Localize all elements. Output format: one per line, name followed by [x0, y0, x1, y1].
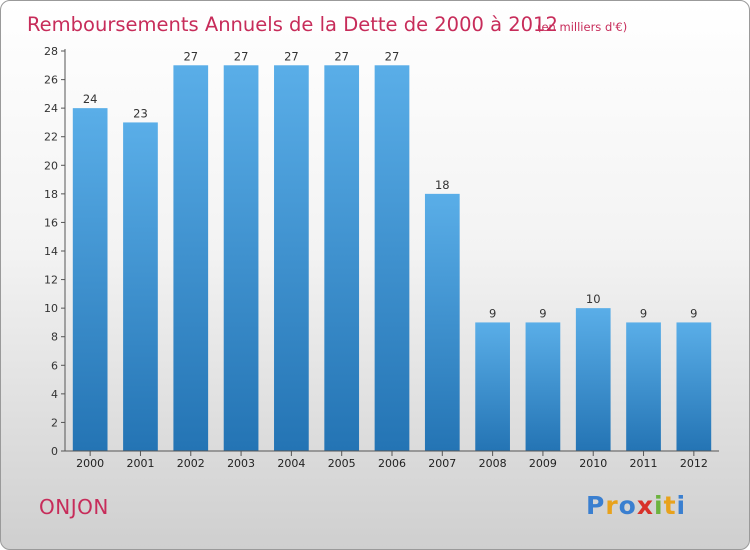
- data-label: 27: [334, 49, 349, 63]
- x-tick-label: 2004: [277, 457, 305, 470]
- bar: [676, 322, 712, 451]
- brand-letter: P: [586, 491, 606, 520]
- brand-letter: t: [663, 491, 677, 520]
- bar: [274, 65, 309, 452]
- y-tick-label: 10: [44, 302, 58, 315]
- x-tick-label: 2012: [680, 457, 708, 470]
- brand-letter: o: [618, 491, 637, 520]
- brand-letter: r: [605, 491, 619, 520]
- brand-letter: x: [636, 491, 654, 520]
- y-tick-label: 6: [51, 359, 58, 372]
- y-tick-label: 22: [44, 131, 58, 144]
- data-label: 9: [489, 306, 496, 320]
- x-tick-label: 2007: [428, 457, 456, 470]
- chart-title: Remboursements Annuels de la Dette de 20…: [27, 13, 558, 36]
- data-label: 27: [234, 49, 249, 63]
- y-tick-label: 18: [44, 188, 58, 201]
- y-tick-label: 26: [44, 74, 58, 87]
- data-label: 9: [690, 306, 697, 320]
- bar: [424, 193, 460, 451]
- y-tick-label: 20: [44, 159, 58, 172]
- bar: [475, 322, 510, 451]
- brand-letter: i: [676, 491, 687, 520]
- bar: [173, 65, 209, 452]
- bar: [123, 122, 158, 451]
- x-tick-label: 2008: [479, 457, 507, 470]
- bar: [575, 308, 611, 451]
- y-tick-label: 16: [44, 216, 58, 229]
- data-label: 24: [83, 92, 98, 106]
- bar: [72, 108, 108, 452]
- y-tick-label: 0: [51, 445, 58, 458]
- y-tick-label: 12: [44, 274, 58, 287]
- brand-logo: Proxiti: [586, 491, 686, 520]
- data-label: 18: [435, 178, 450, 192]
- data-label: 27: [385, 49, 400, 63]
- x-tick-label: 2010: [579, 457, 607, 470]
- bar: [324, 65, 360, 452]
- x-tick-label: 2001: [126, 457, 154, 470]
- y-tick-label: 24: [44, 102, 58, 115]
- x-tick-label: 2002: [177, 457, 205, 470]
- y-tick-label: 2: [51, 416, 58, 429]
- bar: [626, 322, 661, 451]
- chart-subtitle: (en milliers d'€): [537, 20, 627, 34]
- bars: 24 23 27 27 27 27 27 18 9 9 10 9 9: [72, 49, 712, 452]
- x-tick-label: 2003: [227, 457, 255, 470]
- bar: [374, 65, 410, 452]
- bar: [223, 65, 259, 452]
- x-tick-label: 2006: [378, 457, 406, 470]
- y-tick-label: 14: [44, 245, 58, 258]
- bar: [525, 322, 561, 451]
- y-tick-label: 28: [44, 45, 58, 58]
- data-label: 27: [284, 49, 299, 63]
- brand-letter: i: [654, 491, 664, 520]
- data-label: 10: [586, 292, 601, 306]
- x-axis: 2000 2001 2002 2003 2004 2005 2006 2007 2008 2009…: [65, 450, 719, 470]
- data-label: 23: [133, 106, 148, 120]
- y-tick-label: 8: [51, 331, 58, 344]
- y-tick-label: 4: [51, 388, 58, 401]
- x-tick-label: 2005: [328, 457, 356, 470]
- x-tick-label: 2000: [76, 457, 104, 470]
- commune-name: ONJON: [39, 495, 109, 519]
- data-label: 27: [183, 49, 198, 63]
- x-tick-label: 2011: [630, 457, 658, 470]
- x-tick-label: 2009: [529, 457, 557, 470]
- data-label: 9: [640, 306, 647, 320]
- data-label: 9: [539, 306, 546, 320]
